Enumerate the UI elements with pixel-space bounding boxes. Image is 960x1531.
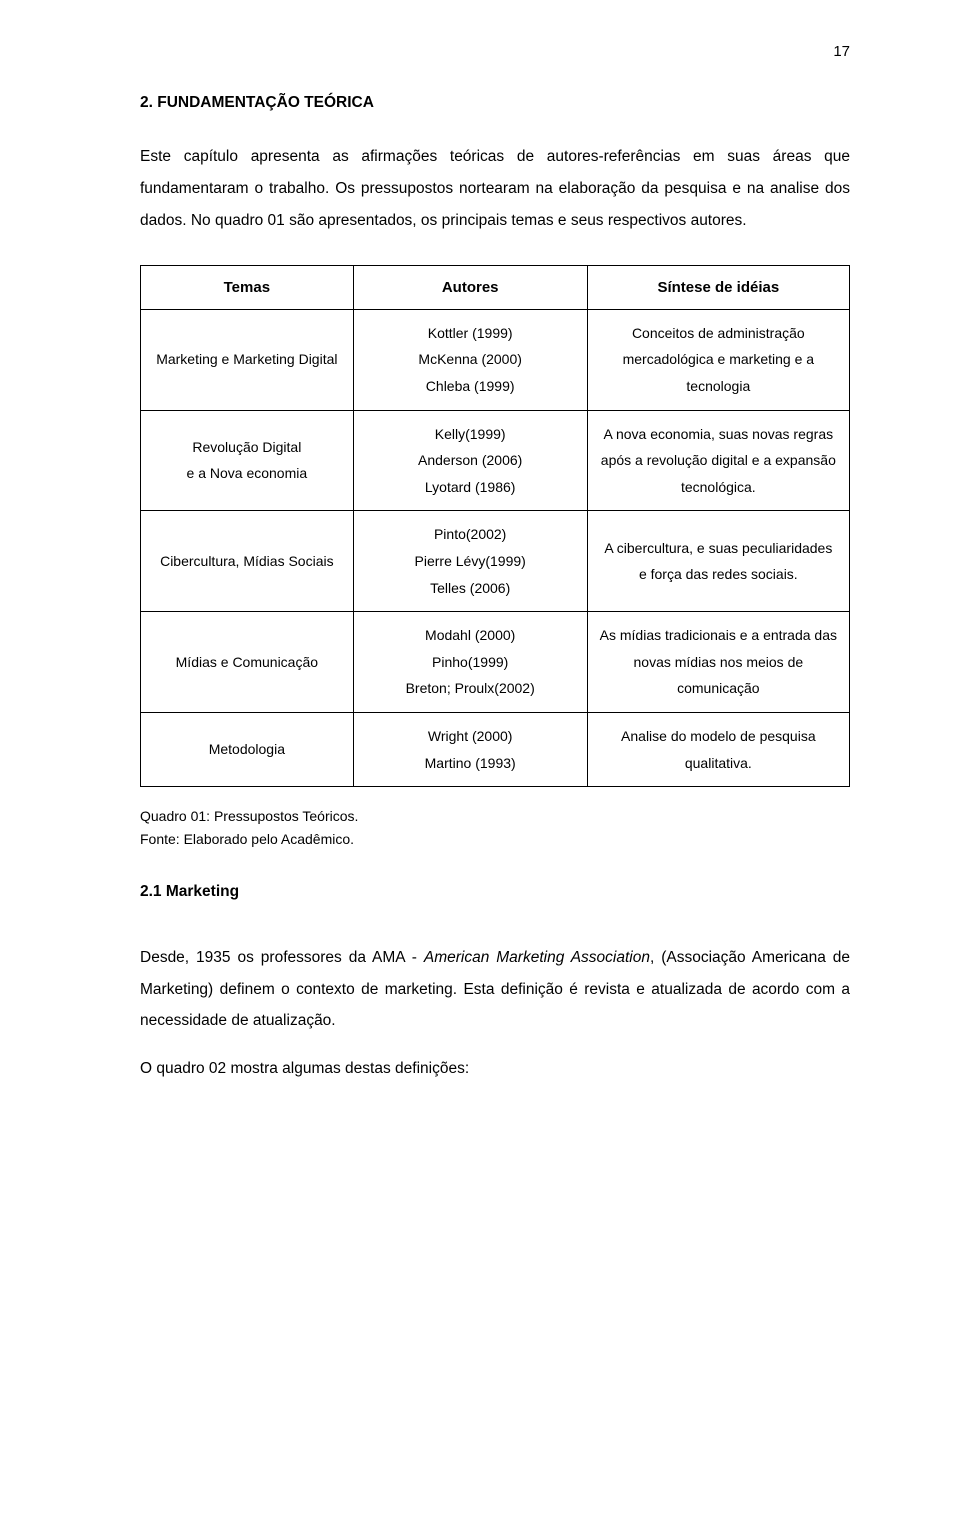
th-temas: Temas xyxy=(141,265,354,309)
cell-autores: Kottler (1999)McKenna (2000)Chleba (1999… xyxy=(353,309,587,410)
table-row: Revolução Digitale a Nova economia Kelly… xyxy=(141,410,850,511)
closing-paragraph: Desde, 1935 os professores da AMA - Amer… xyxy=(140,942,850,1037)
subsection-heading: 2.1 Marketing xyxy=(140,880,850,904)
th-autores: Autores xyxy=(353,265,587,309)
pressupostos-table: Temas Autores Síntese de idéias Marketin… xyxy=(140,265,850,788)
cell-temas: Cibercultura, Mídias Sociais xyxy=(141,511,354,612)
cell-autores: Kelly(1999)Anderson (2006)Lyotard (1986) xyxy=(353,410,587,511)
cell-autores: Modahl (2000)Pinho(1999)Breton; Proulx(2… xyxy=(353,612,587,713)
table-row: Mídias e Comunicação Modahl (2000)Pinho(… xyxy=(141,612,850,713)
cell-sintese: A cibercultura, e suas peculiaridades e … xyxy=(587,511,849,612)
cell-sintese: A nova economia, suas novas regras após … xyxy=(587,410,849,511)
table-row: Metodologia Wright (2000)Martino (1993) … xyxy=(141,712,850,786)
table-row: Cibercultura, Mídias Sociais Pinto(2002)… xyxy=(141,511,850,612)
closing-before-italic: Desde, 1935 os professores da AMA - xyxy=(140,949,424,966)
cell-sintese: Conceitos de administração mercadológica… xyxy=(587,309,849,410)
cell-temas: Mídias e Comunicação xyxy=(141,612,354,713)
caption-line-1: Quadro 01: Pressupostos Teóricos. xyxy=(140,808,358,824)
page-number: 17 xyxy=(140,40,850,63)
table-caption: Quadro 01: Pressupostos Teóricos. Fonte:… xyxy=(140,805,850,850)
cell-temas: Revolução Digitale a Nova economia xyxy=(141,410,354,511)
cell-autores: Pinto(2002)Pierre Lévy(1999)Telles (2006… xyxy=(353,511,587,612)
th-sintese: Síntese de idéias xyxy=(587,265,849,309)
section-heading: 2. FUNDAMENTAÇÃO TEÓRICA xyxy=(140,91,850,115)
cell-temas: Marketing e Marketing Digital xyxy=(141,309,354,410)
table-header-row: Temas Autores Síntese de idéias xyxy=(141,265,850,309)
closing-italic: American Marketing Association xyxy=(424,949,650,966)
caption-line-2: Fonte: Elaborado pelo Acadêmico. xyxy=(140,831,354,847)
cell-sintese: As mídias tradicionais e a entrada das n… xyxy=(587,612,849,713)
table-row: Marketing e Marketing Digital Kottler (1… xyxy=(141,309,850,410)
intro-paragraph: Este capítulo apresenta as afirmações te… xyxy=(140,141,850,236)
cell-temas: Metodologia xyxy=(141,712,354,786)
closing-line-2: O quadro 02 mostra algumas destas defini… xyxy=(140,1053,850,1085)
cell-autores: Wright (2000)Martino (1993) xyxy=(353,712,587,786)
cell-sintese: Analise do modelo de pesquisa qualitativ… xyxy=(587,712,849,786)
